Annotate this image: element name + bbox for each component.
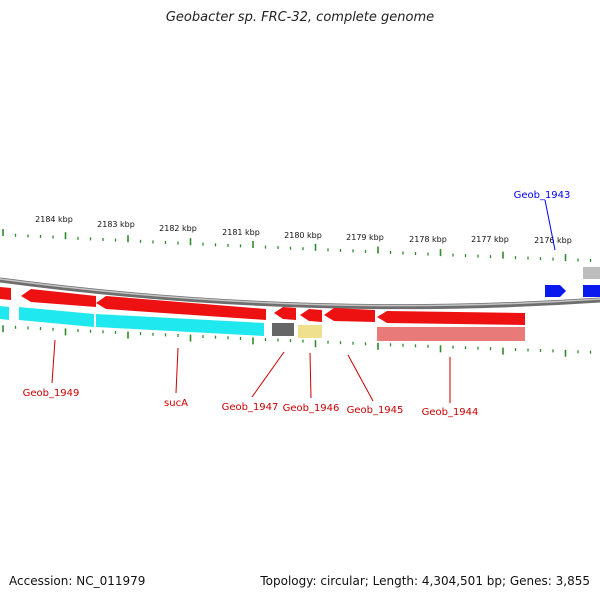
gray-block bbox=[272, 323, 294, 336]
gene-arrow[interactable] bbox=[377, 311, 525, 325]
pink-block bbox=[377, 327, 525, 341]
leader-line bbox=[309, 352, 312, 399]
leader-line bbox=[175, 347, 179, 394]
gene-arrow[interactable] bbox=[545, 285, 566, 297]
feature-block bbox=[583, 267, 600, 279]
gene-arrow[interactable] bbox=[300, 309, 322, 322]
gene-label[interactable]: Geob_1944 bbox=[422, 407, 479, 418]
bottom-tick-ring bbox=[2, 325, 592, 357]
kbp-label: 2182 kbp bbox=[159, 224, 197, 233]
gene-arrow[interactable] bbox=[274, 307, 296, 320]
map-title: Geobacter sp. FRC-32, complete genome bbox=[165, 10, 435, 25]
kbp-label: 2177 kbp bbox=[471, 235, 509, 244]
genome-backbone-highlight bbox=[0, 278, 600, 307]
kbp-label: 2184 kbp bbox=[35, 215, 73, 224]
top-tick-ring bbox=[2, 229, 592, 262]
gene-arrow[interactable] bbox=[21, 289, 96, 307]
kbp-label: 2180 kbp bbox=[284, 231, 322, 240]
gene-label[interactable]: Geob_1945 bbox=[347, 405, 404, 416]
accession-text: Accession: NC_011979 bbox=[9, 574, 146, 588]
gene-label[interactable]: sucA bbox=[164, 398, 188, 409]
leader-line bbox=[347, 354, 374, 402]
gene-arrow[interactable] bbox=[583, 285, 600, 297]
genome-backbone bbox=[0, 277, 600, 310]
gene-label[interactable]: Geob_1943 bbox=[514, 190, 571, 201]
kbp-label: 2178 kbp bbox=[409, 235, 447, 244]
gene-label[interactable]: Geob_1946 bbox=[283, 403, 340, 414]
cyan-block bbox=[96, 314, 264, 336]
gene-label[interactable]: Geob_1949 bbox=[23, 388, 80, 399]
genome-summary-text: Topology: circular; Length: 4,304,501 bp… bbox=[260, 574, 590, 588]
cyan-block bbox=[19, 307, 94, 327]
leader-line bbox=[251, 351, 285, 398]
leader-line bbox=[544, 199, 556, 251]
gene-arrow[interactable] bbox=[96, 296, 266, 320]
kbp-label: 2183 kbp bbox=[97, 220, 135, 229]
yellow-block bbox=[298, 325, 322, 338]
leader-line bbox=[51, 339, 56, 384]
gene-label[interactable]: Geob_1947 bbox=[222, 402, 279, 413]
gene-arrow[interactable] bbox=[0, 287, 11, 300]
kbp-label: 2179 kbp bbox=[346, 233, 384, 242]
cyan-block bbox=[0, 306, 9, 320]
reverse-strand-genes bbox=[0, 287, 525, 325]
feature-blocks bbox=[0, 306, 525, 341]
kbp-label: 2181 kbp bbox=[222, 228, 260, 237]
forward-strand-genes bbox=[545, 267, 600, 297]
gene-arrow[interactable] bbox=[324, 308, 375, 322]
